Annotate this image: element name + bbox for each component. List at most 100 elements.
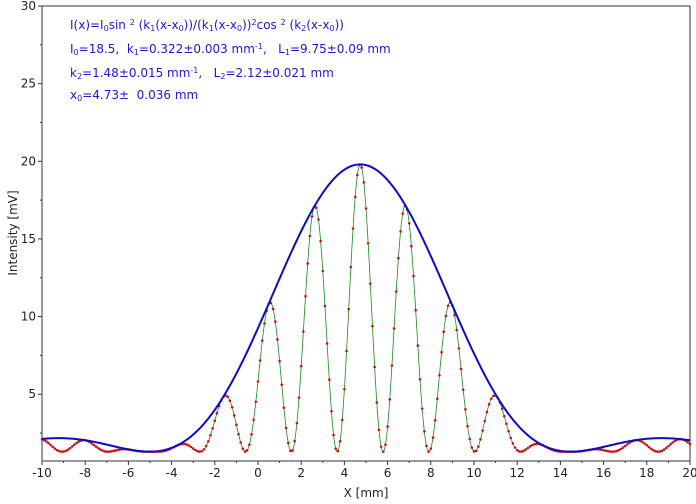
data-point	[105, 450, 109, 453]
x-tick-label: 14	[553, 466, 568, 480]
data-point	[291, 449, 294, 452]
data-point	[654, 449, 657, 453]
data-point	[500, 407, 504, 411]
data-point	[226, 395, 230, 399]
data-point	[442, 330, 446, 334]
data-point	[651, 448, 655, 452]
data-point	[615, 449, 618, 453]
annotation-params-3: x0=4.73± 0.036 mm	[70, 88, 199, 103]
x-tick-label: 8	[427, 466, 435, 480]
data-point	[211, 427, 214, 430]
data-point	[338, 439, 342, 443]
y-tick-label: 15	[21, 232, 36, 246]
data-point	[643, 442, 646, 445]
data-point	[371, 324, 374, 328]
data-point	[345, 349, 348, 353]
data-point	[323, 304, 327, 308]
data-point	[278, 359, 281, 363]
data-point	[412, 274, 415, 278]
data-point	[235, 423, 238, 427]
data-point	[47, 441, 50, 445]
data-point	[317, 218, 320, 221]
data-point	[524, 448, 528, 451]
data-point	[520, 450, 523, 453]
data-point	[57, 449, 61, 453]
data-point	[425, 444, 428, 448]
data-point	[388, 398, 392, 401]
data-point	[256, 380, 260, 383]
data-point	[204, 444, 208, 448]
data-point	[109, 450, 113, 453]
data-point	[505, 422, 508, 426]
data-point	[435, 397, 439, 401]
data-point	[481, 429, 484, 432]
data-point	[191, 447, 195, 450]
data-point	[200, 449, 204, 453]
data-point	[608, 450, 612, 453]
data-point	[446, 304, 450, 308]
envelope-curve	[41, 163, 691, 453]
data-point	[522, 449, 525, 453]
data-point	[343, 387, 346, 391]
data-point	[213, 419, 217, 423]
data-point	[302, 330, 305, 333]
data-point	[319, 239, 322, 243]
data-point	[62, 450, 65, 453]
x-tick-label: 20	[682, 466, 696, 480]
data-point	[489, 397, 493, 401]
data-point	[664, 446, 668, 450]
data-point	[194, 448, 197, 452]
data-point	[392, 327, 396, 330]
data-point	[306, 262, 309, 265]
data-point	[280, 383, 284, 387]
data-point	[390, 364, 394, 367]
data-point	[379, 445, 383, 448]
data-point	[617, 448, 621, 452]
data-point	[111, 449, 115, 453]
data-point	[327, 378, 331, 381]
data-point	[230, 405, 234, 409]
x-axis: -10 -8 -6 -4 -2 0 2 4 6 8 10 12 14 16 18 20	[32, 461, 696, 480]
data-point	[658, 450, 662, 453]
x-tick-label: 2	[297, 466, 305, 480]
annotation-params-2: k2=1.48±0.015 mm-1, L2=2.12±0.021 mm	[70, 66, 334, 81]
data-point	[394, 290, 398, 293]
x-tick-label: 4	[341, 466, 349, 480]
data-point	[483, 419, 487, 423]
data-point	[107, 450, 111, 453]
data-point	[468, 437, 471, 441]
data-point	[92, 443, 96, 447]
data-point	[51, 445, 55, 449]
data-point	[453, 313, 456, 317]
data-point	[310, 215, 314, 218]
data-point	[667, 444, 670, 448]
data-point	[248, 443, 251, 446]
y-axis: 5 10 15 20 25 30	[21, 0, 42, 434]
data-point	[384, 443, 387, 446]
x-tick-label: 10	[466, 466, 481, 480]
data-point	[662, 448, 666, 451]
data-point	[308, 234, 312, 238]
data-point	[466, 424, 469, 428]
data-point	[438, 373, 441, 377]
data-point	[420, 407, 424, 410]
y-tick-label: 10	[21, 310, 36, 324]
data-point	[232, 414, 236, 417]
data-point	[533, 442, 536, 446]
data-point	[189, 445, 193, 449]
data-point	[369, 282, 372, 285]
envelope-layer	[41, 163, 691, 453]
data-point	[457, 347, 461, 350]
y-tick-label: 30	[21, 0, 36, 13]
data-point	[641, 440, 644, 444]
data-point	[325, 342, 329, 345]
data-point	[101, 449, 104, 452]
data-point	[68, 446, 72, 450]
data-point	[321, 269, 325, 273]
data-point	[461, 388, 465, 392]
data-point	[198, 450, 201, 453]
data-point	[515, 448, 519, 452]
data-point	[45, 440, 48, 443]
data-point	[455, 328, 459, 332]
